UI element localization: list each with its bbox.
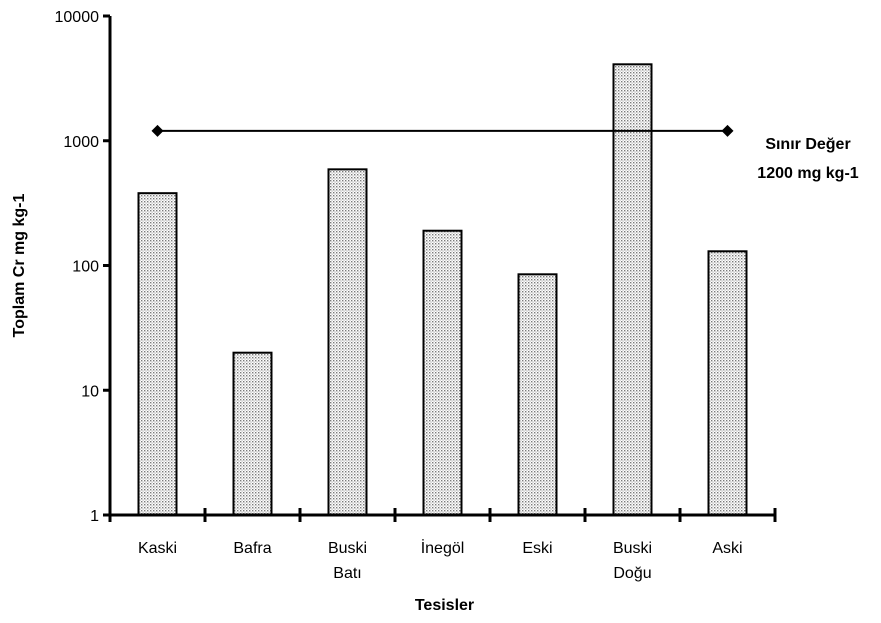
x-tick-label-line: Bafra	[233, 540, 271, 557]
x-tick-label-line: Buski	[613, 540, 652, 557]
x-tick-label-4: Eski	[522, 540, 552, 557]
bar-4	[517, 273, 558, 516]
labels-group: 1 10 100 1000 10000 Kaski Bafra Buski Batı İnegöl…	[11, 9, 859, 614]
x-tick-label-line: Aski	[712, 540, 742, 557]
y-tick-label-4: 10000	[55, 9, 100, 26]
x-tick-label-line: Kaski	[138, 540, 177, 557]
bar-1	[232, 351, 273, 516]
y-tick-label-2: 100	[72, 259, 99, 276]
reference-label-line-1: Sınır Değer	[765, 136, 850, 153]
bar-3	[422, 229, 463, 516]
x-tick-label-6: Aski	[712, 540, 742, 557]
bar-0	[137, 192, 178, 516]
x-tick-label-line: Eski	[522, 540, 552, 557]
x-tick-label-3: İnegöl	[421, 538, 465, 557]
bar-6	[707, 250, 748, 517]
reference-line-group	[151, 124, 734, 137]
y-axis-title: Toplam Cr mg kg-1	[11, 194, 28, 338]
reference-marker-0	[151, 124, 164, 137]
x-tick-label-1: Bafra	[233, 540, 271, 557]
x-tick-label-line: İnegöl	[421, 538, 465, 557]
x-axis-title: Tesisler	[415, 597, 474, 614]
reference-marker-1	[721, 124, 734, 137]
x-tick-label-line: Doğu	[613, 565, 651, 582]
reference-label-line-2: 1200 mg kg-1	[757, 165, 858, 182]
bars-group	[137, 63, 748, 517]
x-tick-label-5: Buski Doğu	[613, 540, 652, 582]
x-tick-label-0: Kaski	[138, 540, 177, 557]
bar-2	[327, 168, 368, 516]
x-tick-label-2: Buski Batı	[328, 540, 367, 582]
y-tick-label-0: 1	[90, 508, 99, 525]
x-tick-label-line: Buski	[328, 540, 367, 557]
y-tick-label-3: 1000	[63, 134, 99, 151]
x-tick-label-line: Batı	[333, 565, 361, 582]
axes-group	[103, 14, 777, 522]
y-tick-label-1: 10	[81, 383, 99, 400]
bar-5	[612, 63, 653, 517]
